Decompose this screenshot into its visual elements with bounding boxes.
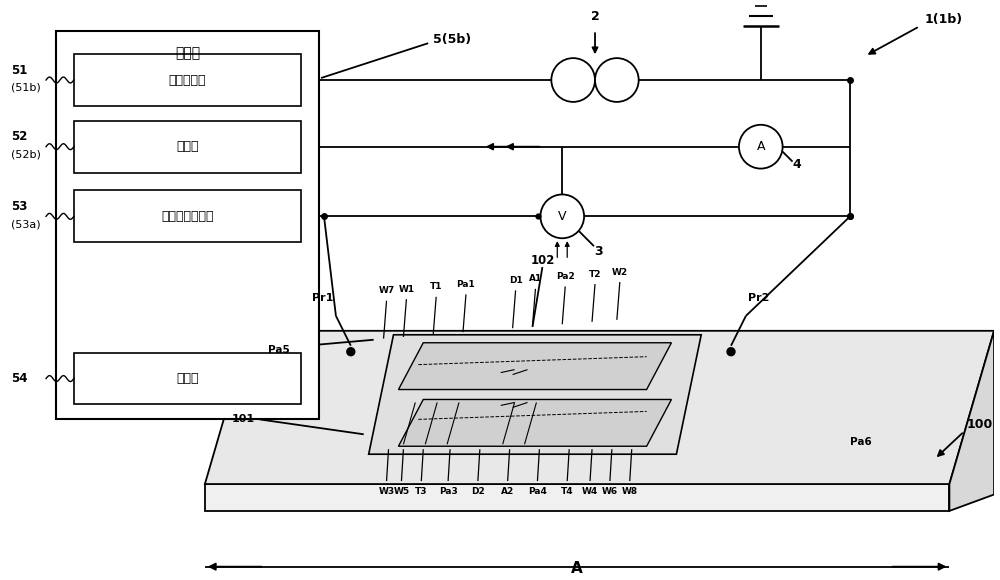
Polygon shape <box>398 343 671 390</box>
Text: 4: 4 <box>793 158 801 171</box>
Text: A2: A2 <box>501 487 514 495</box>
Text: 导通电压探索部: 导通电压探索部 <box>161 210 214 223</box>
Text: Pa2: Pa2 <box>556 272 575 281</box>
Text: A1: A1 <box>529 274 542 284</box>
Text: 52: 52 <box>11 130 28 143</box>
Text: 存储部: 存储部 <box>176 372 199 385</box>
Text: 3: 3 <box>594 245 603 258</box>
Polygon shape <box>369 335 701 454</box>
Text: W3: W3 <box>378 487 395 495</box>
Polygon shape <box>398 400 671 446</box>
Text: 5(5b): 5(5b) <box>433 32 471 46</box>
Text: Pr2: Pr2 <box>748 293 769 303</box>
Text: Pr1: Pr1 <box>312 293 334 303</box>
Text: W6: W6 <box>602 487 618 495</box>
Text: Pa6: Pa6 <box>850 437 872 447</box>
Circle shape <box>347 348 355 356</box>
Text: 53: 53 <box>11 200 28 213</box>
Text: Pa3: Pa3 <box>439 487 457 495</box>
Text: D2: D2 <box>471 487 485 495</box>
Circle shape <box>551 58 595 102</box>
Text: T1: T1 <box>430 282 442 291</box>
Circle shape <box>739 125 783 169</box>
Text: W8: W8 <box>622 487 638 495</box>
Text: 101: 101 <box>231 414 255 425</box>
Text: 51: 51 <box>11 64 28 77</box>
Text: 判定部: 判定部 <box>176 140 199 153</box>
Text: W4: W4 <box>582 487 598 495</box>
Circle shape <box>727 348 735 356</box>
Text: D1: D1 <box>509 276 522 285</box>
Text: 2: 2 <box>591 10 599 23</box>
Text: 102: 102 <box>530 253 555 267</box>
Text: W2: W2 <box>612 267 628 277</box>
Text: W7: W7 <box>378 287 395 295</box>
Text: 控制部: 控制部 <box>175 46 200 60</box>
Text: 1(1b): 1(1b) <box>925 13 963 26</box>
Bar <box>56 31 319 419</box>
Text: (53a): (53a) <box>11 219 41 229</box>
Bar <box>74 54 301 106</box>
Text: Pa4: Pa4 <box>528 487 547 495</box>
Text: (51b): (51b) <box>11 83 41 93</box>
Text: W1: W1 <box>398 285 414 293</box>
Text: A: A <box>571 561 583 576</box>
Polygon shape <box>205 484 949 511</box>
Text: 54: 54 <box>11 372 28 385</box>
Bar <box>74 353 301 404</box>
Text: Pa1: Pa1 <box>457 280 475 289</box>
Circle shape <box>595 58 639 102</box>
Polygon shape <box>949 331 994 511</box>
Text: T3: T3 <box>415 487 428 495</box>
Text: V: V <box>558 210 566 223</box>
Text: 100: 100 <box>966 418 993 431</box>
Text: Pa5: Pa5 <box>268 345 289 355</box>
Circle shape <box>540 194 584 238</box>
Text: (52b): (52b) <box>11 150 41 160</box>
Bar <box>74 190 301 242</box>
Text: W5: W5 <box>393 487 409 495</box>
Text: A: A <box>757 140 765 153</box>
Text: 测定处理部: 测定处理部 <box>169 74 206 86</box>
Bar <box>74 121 301 173</box>
Text: T2: T2 <box>589 270 601 278</box>
Polygon shape <box>205 331 994 484</box>
Text: T4: T4 <box>561 487 574 495</box>
